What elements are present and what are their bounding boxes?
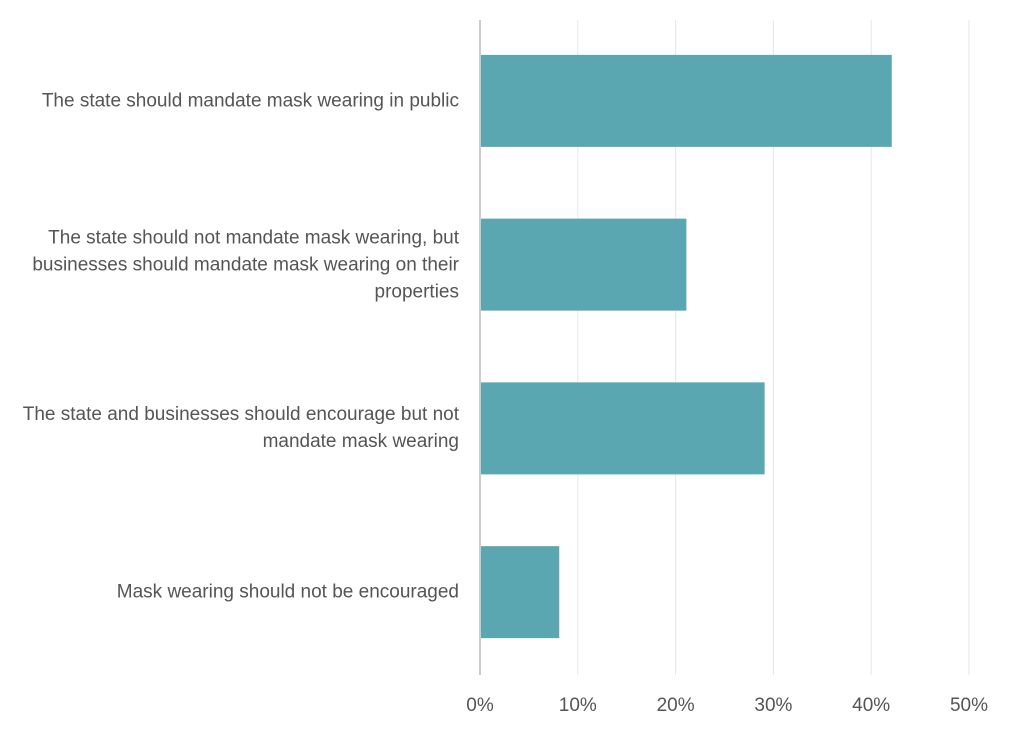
x-tick-label: 0%	[466, 695, 494, 716]
bar	[481, 218, 687, 311]
y-tick-label: Mask wearing should not be encouraged	[116, 581, 459, 603]
x-tick-label: 40%	[852, 695, 890, 716]
x-tick-label: 10%	[559, 695, 597, 716]
bar	[481, 382, 765, 475]
x-tick-label: 30%	[754, 695, 792, 716]
y-tick-label: The state should mandate mask wearing in…	[41, 90, 459, 112]
y-tick-label: The state and businesses should encourag…	[22, 404, 459, 453]
bar	[481, 54, 892, 147]
bar	[481, 546, 560, 639]
x-tick-label: 50%	[950, 695, 988, 716]
x-tick-label: 20%	[657, 695, 695, 716]
y-tick-label: The state should not mandate mask wearin…	[32, 227, 459, 303]
